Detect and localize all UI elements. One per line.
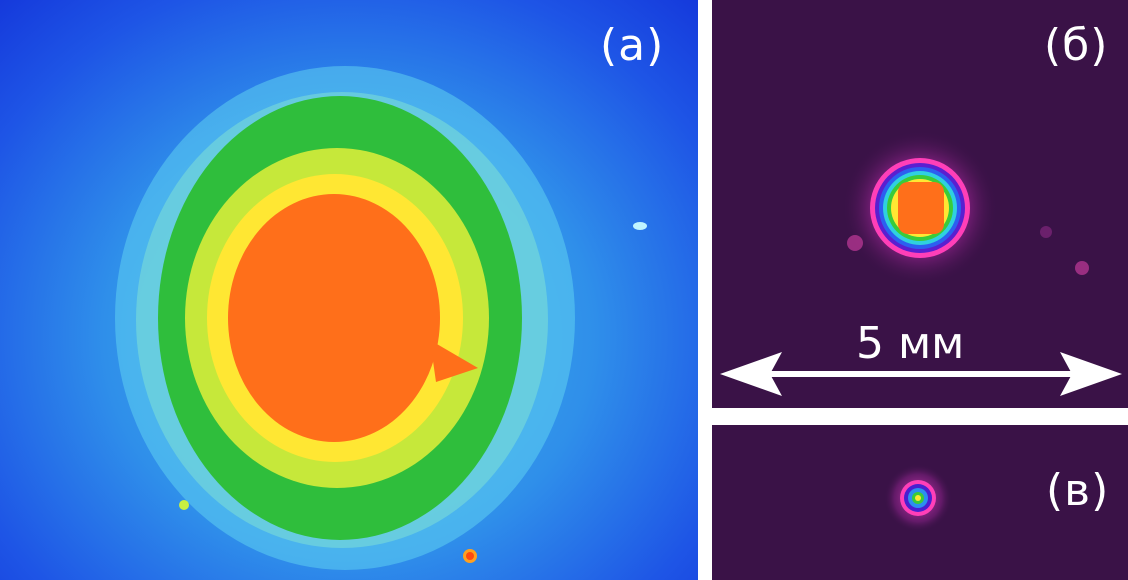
beam-profile-image-c [884,464,952,532]
scale-bar-arrow [720,352,1122,396]
panel-label-c: (в) [1046,465,1110,516]
scale-bar-label: 5 мм [856,318,965,369]
beam-profile-panel-b: (б) 5 мм [712,0,1128,408]
panel-label-a: (а) [600,20,665,71]
beam-profile-panel-a: (а) [0,0,698,580]
beam-profile-image-b [720,130,1122,396]
beam-profile-image-a [115,66,647,570]
panel-label-b: (б) [1044,20,1109,71]
beam-profile-panel-c: (в) [712,425,1128,580]
